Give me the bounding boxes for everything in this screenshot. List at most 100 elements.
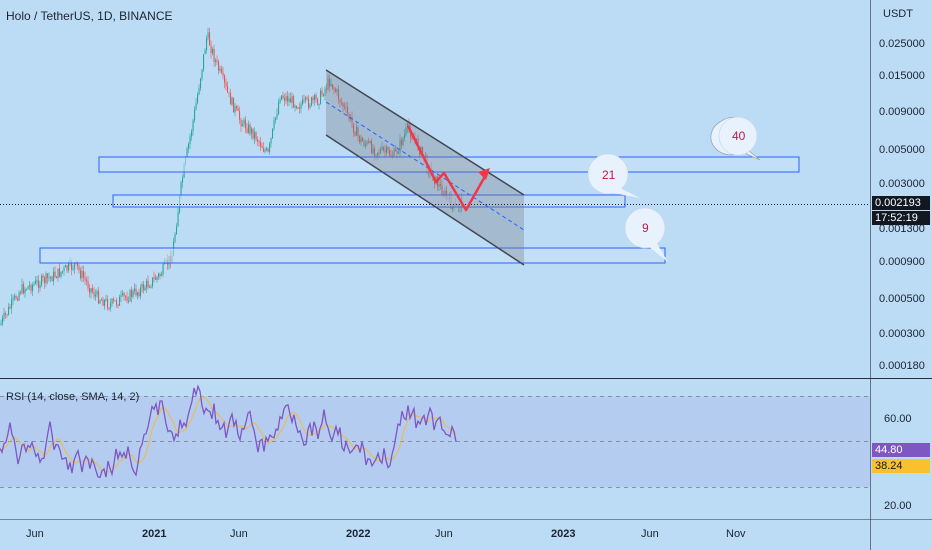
candle-body: [279, 99, 281, 103]
candle-body: [255, 132, 257, 140]
candle-body: [47, 273, 49, 279]
candle-body: [341, 102, 343, 104]
candle-body: [107, 299, 109, 309]
candle-body: [51, 276, 53, 282]
candle-body: [138, 292, 140, 297]
candle-body: [155, 277, 157, 280]
projection-path[interactable]: [406, 125, 490, 212]
candle-body: [17, 299, 19, 301]
channel-upper-line[interactable]: [325, 69, 525, 196]
candle-body: [161, 274, 163, 276]
candle-body: [83, 270, 85, 278]
zone-middle[interactable]: [112, 194, 626, 208]
candle-body: [188, 143, 190, 149]
candle-body: [377, 152, 379, 156]
candle-body: [35, 280, 37, 284]
candle-body: [275, 117, 277, 121]
candle-body: [234, 106, 236, 113]
candle-body: [204, 50, 206, 55]
candle-body: [207, 32, 209, 39]
candle-body: [146, 280, 148, 288]
bubble-9[interactable]: [624, 207, 668, 262]
chart-title: Holo / TetherUS, 1D, BINANCE: [6, 9, 173, 23]
candle-body: [411, 137, 413, 140]
candle-body: [32, 284, 34, 292]
candle-body: [42, 275, 44, 278]
candle-body: [383, 146, 385, 151]
candle-body: [374, 148, 376, 156]
candle-body: [440, 183, 442, 186]
price-tick: 0.000900: [879, 256, 925, 268]
candle-body: [143, 283, 145, 291]
candle-body: [27, 286, 29, 290]
candle-body: [30, 285, 32, 292]
candle-body: [104, 300, 106, 306]
candle-body: [446, 190, 448, 198]
bubble-40[interactable]: [710, 116, 761, 161]
channel-midline[interactable]: [325, 101, 525, 231]
candle-body: [95, 294, 97, 297]
candle-body: [321, 90, 323, 95]
candle-body: [12, 297, 14, 300]
candle-body: [251, 128, 253, 134]
candle-body: [176, 226, 178, 235]
bubble-21[interactable]: [587, 153, 640, 198]
candle-body: [74, 263, 76, 269]
candle-body: [314, 95, 316, 101]
candle-body: [326, 88, 328, 90]
candle-body: [26, 289, 28, 291]
time-tick: 2023: [551, 528, 576, 540]
rsi-indicator-label[interactable]: RSI (14, close, SMA, 14, 2): [6, 391, 140, 403]
candle-body: [315, 95, 317, 99]
candle-body: [122, 293, 124, 296]
candle-body: [338, 89, 340, 100]
candle-body: [246, 128, 248, 133]
candle-body: [240, 119, 242, 127]
candle-body: [180, 182, 182, 196]
currency-label: USDT: [883, 8, 913, 20]
candle-body: [236, 106, 238, 109]
candle-body: [21, 284, 23, 294]
channel-lower-line[interactable]: [325, 134, 525, 266]
candle-body: [92, 288, 94, 292]
candle-body: [300, 104, 302, 109]
candle-body: [222, 72, 224, 76]
candle-body: [87, 281, 89, 288]
candle-body: [231, 97, 233, 105]
candle-body: [215, 60, 217, 62]
candle-body: [39, 284, 41, 289]
candle-body: [45, 273, 47, 284]
candle-body: [152, 277, 154, 287]
candle-body: [72, 268, 74, 270]
candle-body: [20, 292, 22, 294]
candle-body: [291, 96, 293, 103]
candle-body: [284, 98, 286, 101]
candle-body: [393, 149, 395, 156]
candle-body: [335, 88, 337, 92]
candle-body: [260, 141, 262, 147]
candle-body: [330, 84, 332, 86]
price-tick: 0.003000: [879, 178, 925, 190]
candle-body: [0, 323, 2, 325]
candle-body: [15, 295, 17, 300]
countdown-tag: 17:52:19: [872, 211, 930, 225]
candle-body: [386, 146, 388, 153]
zone-lower[interactable]: [39, 247, 666, 264]
time-tick: Jun: [230, 528, 248, 540]
candle-body: [135, 288, 137, 296]
candle-body: [390, 155, 392, 157]
candle-body: [285, 96, 287, 101]
candle-body: [306, 97, 308, 99]
candle-body: [77, 261, 79, 267]
candle-body: [162, 264, 164, 275]
candle-body: [198, 88, 200, 95]
candle-body: [201, 69, 203, 79]
candle-body: [63, 267, 65, 272]
candle-body: [356, 127, 358, 136]
candle-body: [398, 152, 400, 154]
candle-body: [267, 148, 269, 152]
candle-body: [129, 290, 131, 302]
candle-body: [381, 146, 383, 150]
